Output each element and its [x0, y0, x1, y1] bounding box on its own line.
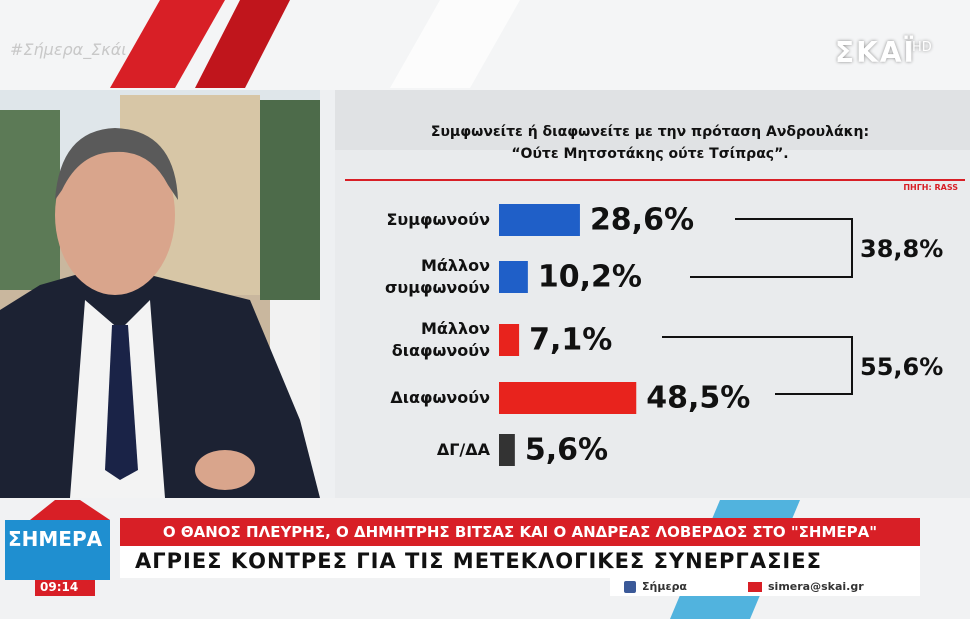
value-label: 7,1% [529, 322, 613, 358]
category-label: Διαφωνούν [390, 388, 490, 407]
category-label: Μάλλον διαφωνούν [391, 319, 490, 360]
headline: Ο ΘΑΝΟΣ ΠΛΕΥΡΗΣ, Ο ΔΗΜΗΤΡΗΣ ΒΙΤΣΑΣ ΚΑΙ Ο… [162, 523, 878, 541]
bar [499, 382, 637, 414]
subheadline: ΑΓΡΙΕΣ ΚΟΝΤΡΕΣ ΓΙΑ ΤΙΣ ΜΕΤΕΚΛΟΓΙΚΕΣ ΣΥΝΕ… [135, 549, 822, 573]
chart-title: Συμφωνείτε ή διαφωνείτε με την πρόταση Α… [430, 124, 870, 140]
bar [499, 434, 515, 466]
value-label: 48,5% [646, 380, 751, 416]
group-total: 55,6% [860, 353, 944, 381]
clock: 09:14 [40, 580, 79, 594]
category-label: Συμφωνούν [386, 210, 490, 229]
value-label: 10,2% [537, 259, 642, 295]
bar [499, 324, 520, 356]
email: simera@skai.gr [768, 580, 864, 593]
bar [499, 204, 580, 236]
value-label: 28,6% [589, 202, 695, 238]
hashtag: #Σήμερα_Σκάι [10, 40, 127, 59]
source: ΠΗΓΗ: RASS [903, 183, 958, 192]
category-label: ΔΓ/ΔΑ [436, 440, 490, 459]
group-total: 38,8% [860, 235, 944, 263]
bar [499, 261, 528, 293]
show-logo: ΣΗΜΕΡΑ [8, 527, 103, 551]
category-label: Μάλλον συμφωνούν [384, 256, 490, 297]
channel-badge: HD [912, 40, 932, 55]
channel-logo: ΣΚΑΪ [835, 36, 916, 69]
value-label: 5,6% [524, 432, 609, 468]
facebook-handle: Σήμερα [642, 580, 687, 593]
chart-subtitle: “Ούτε Μητσοτάκης ούτε Τσίπρας”. [511, 146, 789, 162]
